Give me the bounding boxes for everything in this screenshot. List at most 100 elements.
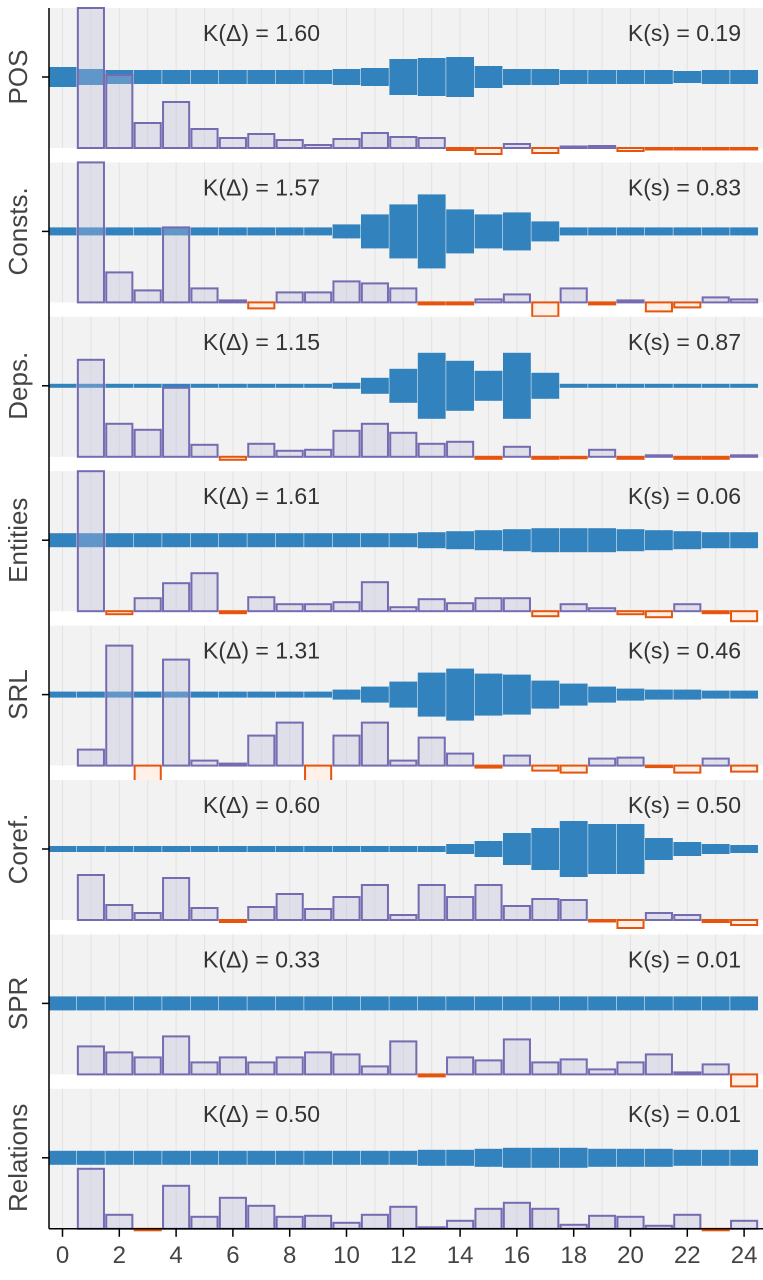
delta-bar-positive bbox=[360, 581, 389, 613]
delta-bar-positive bbox=[247, 1061, 276, 1076]
mixing-weight-bar bbox=[446, 996, 475, 1011]
delta-bar-positive bbox=[76, 7, 105, 149]
mixing-weight-bar bbox=[474, 673, 503, 716]
delta-bar-positive bbox=[105, 271, 134, 304]
delta-bar-negative bbox=[730, 764, 759, 773]
k-delta-label: K(Δ) = 0.50 bbox=[203, 1101, 320, 1127]
mixing-weight-bar bbox=[588, 528, 617, 553]
delta-bar-positive bbox=[162, 226, 191, 304]
delta-bar-positive bbox=[474, 884, 503, 921]
k-s-label: K(s) = 0.19 bbox=[628, 20, 741, 46]
delta-bar-positive bbox=[133, 428, 162, 458]
k-s-label: K(s) = 0.87 bbox=[628, 329, 741, 355]
mixing-weight-bar bbox=[190, 227, 219, 236]
mixing-weight-bar bbox=[559, 683, 588, 706]
mixing-weight-bar bbox=[304, 1150, 333, 1165]
mixing-weight-bar bbox=[49, 67, 77, 87]
mixing-weight-bar bbox=[502, 69, 531, 85]
delta-bar-positive bbox=[133, 1056, 162, 1076]
delta-bar-negative bbox=[417, 1073, 446, 1078]
delta-bar-positive bbox=[76, 161, 105, 304]
delta-bar-positive bbox=[275, 449, 304, 458]
mixing-weight-bar bbox=[531, 528, 560, 553]
delta-bar-positive bbox=[559, 899, 588, 921]
delta-bar-negative bbox=[218, 919, 247, 923]
mixing-weight-bar bbox=[275, 996, 304, 1011]
k-delta-label: K(Δ) = 0.60 bbox=[203, 792, 320, 818]
mixing-weight-bar bbox=[559, 70, 588, 84]
mixing-weight-bar bbox=[588, 824, 617, 874]
mixing-weight-bar bbox=[49, 846, 77, 852]
delta-bar-positive bbox=[502, 754, 531, 767]
panel-label: Consts. bbox=[3, 187, 33, 275]
mixing-weight-bar bbox=[531, 828, 560, 870]
delta-bar-positive bbox=[446, 440, 475, 458]
mixing-weight-bar bbox=[616, 227, 645, 236]
mixing-weight-bar bbox=[616, 70, 645, 84]
delta-bar-positive bbox=[730, 1219, 759, 1230]
delta-bar-negative bbox=[531, 764, 560, 772]
mixing-weight-bar bbox=[247, 1150, 276, 1165]
mixing-weight-bar bbox=[247, 691, 276, 698]
mixing-weight-bar bbox=[616, 529, 645, 552]
delta-bar-positive bbox=[275, 1215, 304, 1230]
delta-bar-negative bbox=[559, 764, 588, 774]
mixing-weight-bar bbox=[218, 1150, 247, 1165]
mixing-weight-bar bbox=[673, 842, 702, 856]
mixing-weight-bar bbox=[701, 996, 730, 1011]
panel-label: Relations bbox=[3, 1104, 33, 1212]
mixing-weight-bar bbox=[332, 846, 361, 852]
delta-bar-positive bbox=[701, 1063, 730, 1076]
delta-bar-positive bbox=[644, 1053, 673, 1076]
delta-bar-positive bbox=[474, 1207, 503, 1230]
k-delta-label: K(Δ) = 1.31 bbox=[203, 638, 320, 664]
delta-bar-positive bbox=[502, 1201, 531, 1230]
delta-bar-positive bbox=[559, 145, 588, 149]
delta-bar-positive bbox=[105, 422, 134, 458]
delta-bar-negative bbox=[247, 301, 276, 310]
delta-bar-positive bbox=[304, 603, 333, 613]
mixing-weight-bar bbox=[730, 227, 759, 236]
mixing-weight-bar bbox=[360, 1150, 389, 1165]
delta-bar-positive bbox=[446, 896, 475, 921]
delta-bar-negative bbox=[531, 610, 560, 618]
delta-bar-negative bbox=[616, 610, 645, 616]
mixing-weight-bar bbox=[417, 846, 446, 852]
delta-bar-positive bbox=[133, 122, 162, 149]
delta-bar-positive bbox=[275, 291, 304, 304]
mixing-weight-bar bbox=[275, 691, 304, 698]
mixing-weight-bar bbox=[133, 846, 162, 852]
delta-bar-positive bbox=[446, 1056, 475, 1076]
mixing-weight-bar bbox=[360, 68, 389, 86]
mixing-weight-bar bbox=[332, 69, 361, 85]
delta-bar-negative bbox=[730, 610, 759, 623]
delta-bar-positive bbox=[389, 914, 418, 921]
panel-relations: K(Δ) = 0.50 K(s) = 0.01 Relations bbox=[3, 1088, 763, 1232]
mixing-weight-bar bbox=[133, 533, 162, 548]
mixing-weight-bar bbox=[644, 227, 673, 236]
delta-bar-positive bbox=[133, 289, 162, 304]
delta-bar-positive bbox=[162, 101, 191, 149]
mixing-weight-bar bbox=[502, 833, 531, 865]
delta-bar-negative bbox=[701, 919, 730, 923]
mixing-weight-bar bbox=[588, 996, 617, 1011]
mixing-weight-bar bbox=[588, 686, 617, 703]
mixing-weight-bar bbox=[531, 996, 560, 1011]
mixing-weight-bar bbox=[644, 838, 673, 860]
mixing-weight-bar bbox=[417, 58, 446, 96]
mixing-weight-bar bbox=[446, 668, 475, 721]
delta-bar-negative bbox=[531, 301, 560, 318]
panel-label: POS bbox=[3, 50, 33, 105]
mixing-weight-bar bbox=[389, 681, 418, 708]
mixing-weight-bar bbox=[559, 383, 588, 388]
delta-bar-positive bbox=[616, 299, 645, 304]
delta-bar-positive bbox=[247, 133, 276, 149]
delta-bar-positive bbox=[531, 1061, 560, 1076]
x-tick-label: 6 bbox=[226, 1242, 239, 1269]
panel-pos: K(Δ) = 1.60 K(s) = 0.19 POS bbox=[3, 7, 763, 155]
delta-bar-positive bbox=[218, 1196, 247, 1230]
delta-bar-negative bbox=[644, 301, 673, 313]
delta-bar-positive bbox=[218, 762, 247, 767]
mixing-weight-bar bbox=[76, 227, 105, 236]
mixing-weight-bar bbox=[105, 227, 134, 236]
